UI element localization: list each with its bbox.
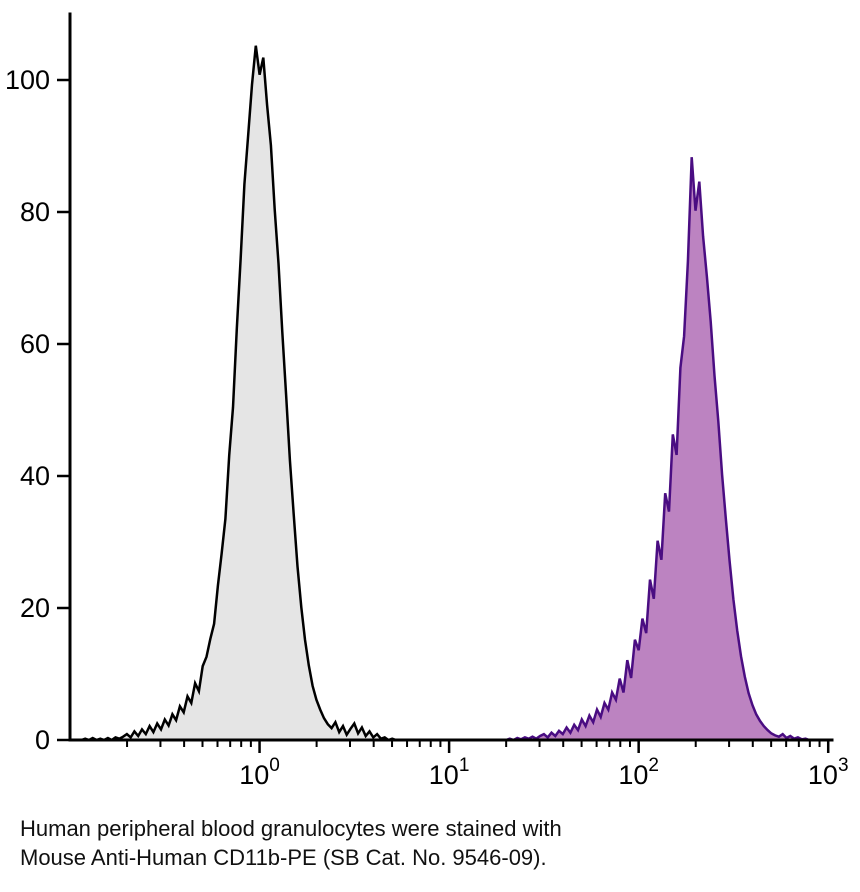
- series-path-0: [77, 45, 397, 742]
- y-axis-tick-label: 20: [20, 593, 50, 623]
- figure-caption: Human peripheral blood granulocytes were…: [20, 814, 820, 872]
- caption-line-2: Mouse Anti-Human CD11b-PE (SB Cat. No. 9…: [20, 845, 547, 870]
- y-axis-tick-label: 0: [35, 725, 50, 755]
- x-axis-tick-label: 103: [808, 755, 849, 790]
- y-axis-tick-label: 60: [20, 329, 50, 359]
- y-axis-tick-label: 40: [20, 461, 50, 491]
- caption-line-1: Human peripheral blood granulocytes were…: [20, 816, 562, 841]
- x-axis-tick-label: 100: [239, 755, 280, 790]
- histogram-chart: 100 101 102 103 0 20 40 60 80 100: [5, 12, 849, 790]
- y-axis-tick-label: 80: [20, 197, 50, 227]
- x-axis-tick-label: 102: [618, 755, 659, 790]
- y-axis-tick-label: 100: [5, 65, 50, 95]
- series-path-1: [505, 157, 813, 742]
- x-axis-tick-label: 101: [429, 755, 470, 790]
